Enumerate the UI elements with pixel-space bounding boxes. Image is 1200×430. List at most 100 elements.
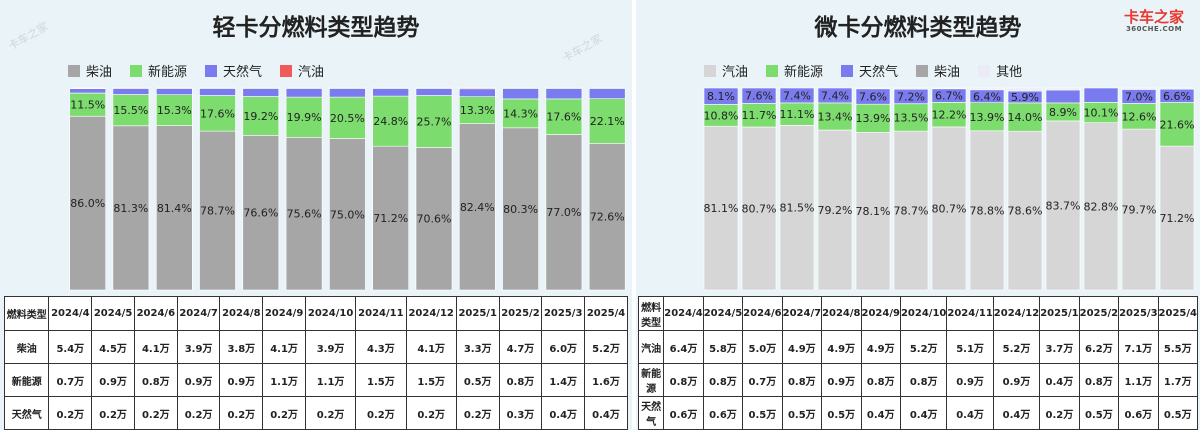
- micro-truck-data-label: 71.2%: [1160, 212, 1195, 225]
- micro-truck-data-label: 11.1%: [780, 108, 815, 121]
- table-cell: 0.2万: [1040, 397, 1079, 430]
- table-cell: 1.5万: [356, 364, 406, 397]
- table-cell: 0.4万: [542, 397, 585, 430]
- micro-truck-bar-其他: [1160, 88, 1194, 89]
- table-cell: 3.9万: [305, 331, 355, 364]
- light-truck-data-label: 72.6%: [590, 211, 625, 224]
- table-cell: 4.1万: [263, 331, 306, 364]
- table-cell: 6.4万: [664, 331, 703, 364]
- table-month-header: 2024/4: [664, 297, 703, 331]
- light-truck-bar-天然气: [589, 88, 625, 98]
- light-truck-data-label: 20.5%: [330, 112, 365, 125]
- table-month-header: 2024/9: [263, 297, 306, 331]
- table-month-header: 2024/5: [92, 297, 135, 331]
- table-cell: 0.4万: [861, 397, 900, 430]
- light-truck-bar-天然气: [243, 88, 279, 96]
- table-cell: 5.2万: [585, 331, 628, 364]
- micro-truck-data-label: 8.1%: [707, 90, 735, 103]
- table-cell: 1.4万: [542, 364, 585, 397]
- micro-truck-data-label: 81.1%: [704, 202, 739, 215]
- light-truck-data-label: 19.9%: [287, 111, 322, 124]
- light-truck-bar-汽油: [70, 88, 106, 89]
- table-cell: 0.6万: [703, 397, 742, 430]
- light-truck-data-label: 71.2%: [373, 212, 408, 225]
- micro-truck-bar-天然气: [1084, 88, 1118, 102]
- table-cell: 0.8万: [499, 364, 542, 397]
- micro-truck-data-label: 7.2%: [897, 91, 925, 104]
- micro-truck-bar-天然气: [1046, 90, 1080, 103]
- table-cell: 0.2万: [356, 397, 406, 430]
- table-month-header: 2024/11: [356, 297, 406, 331]
- table-cell: 0.2万: [305, 397, 355, 430]
- micro-truck-data-label: 78.6%: [1008, 205, 1043, 218]
- light-truck-data-label: 82.4%: [460, 201, 495, 214]
- light-truck-data-label: 24.8%: [373, 115, 408, 128]
- light-truck-data-label: 78.7%: [200, 205, 235, 218]
- table-cell: 0.8万: [703, 364, 742, 397]
- micro-truck-data-label: 6.7%: [935, 90, 963, 103]
- table-cell: 0.2万: [456, 397, 499, 430]
- table-cell: 1.7万: [1158, 364, 1197, 397]
- table-cell: 0.5万: [1158, 397, 1197, 430]
- table-cell: 0.9万: [947, 364, 993, 397]
- table-month-header: 2024/6: [743, 297, 782, 331]
- table-month-header: 2025/4: [1158, 297, 1197, 331]
- micro-truck-data-label: 7.6%: [745, 90, 773, 103]
- micro-truck-data-label: 78.8%: [970, 204, 1005, 217]
- micro-truck-data-label: 81.5%: [780, 202, 815, 215]
- table-cell: 4.9万: [782, 331, 821, 364]
- micro-truck-bar-其他: [1046, 88, 1080, 90]
- table-cell: 0.5万: [782, 397, 821, 430]
- light-truck-bar-天然气: [113, 88, 149, 94]
- table-cell: 0.7万: [49, 364, 92, 397]
- table-cell: 5.1万: [947, 331, 993, 364]
- table-cell: 0.2万: [92, 397, 135, 430]
- micro-truck-data-label: 78.7%: [894, 205, 929, 218]
- table-cell: 5.5万: [1158, 331, 1197, 364]
- micro-truck-data-label: 78.1%: [856, 205, 891, 218]
- table-month-header: 2024/4: [49, 297, 92, 331]
- light-truck-data-label: 25.7%: [417, 115, 452, 128]
- micro-truck-data-label: 79.2%: [818, 204, 853, 217]
- table-cell: 7.1万: [1119, 331, 1158, 364]
- table-header-cell: 燃料类型: [639, 297, 664, 331]
- table-row-label: 柴油: [5, 331, 49, 364]
- light-truck-data-label: 15.3%: [157, 104, 192, 117]
- light-truck-data-label: 70.6%: [417, 213, 452, 226]
- table-month-header: 2025/2: [1079, 297, 1118, 331]
- table-cell: 0.8万: [134, 364, 177, 397]
- table-cell: 0.5万: [743, 397, 782, 430]
- micro-truck-bar-其他: [1008, 88, 1042, 91]
- table-month-header: 2025/2: [499, 297, 542, 331]
- table-cell: 5.8万: [703, 331, 742, 364]
- table-cell: 0.9万: [993, 364, 1039, 397]
- light-truck-data-label: 75.0%: [330, 208, 365, 221]
- micro-truck-data-label: 5.9%: [1011, 91, 1039, 104]
- light-truck-panel: 轻卡分燃料类型趋势 柴油新能源天然气汽油 86.0%11.5%81.3%15.5…: [0, 0, 632, 429]
- table-cell: 5.2万: [993, 331, 1039, 364]
- table-cell: 1.6万: [585, 364, 628, 397]
- light-truck-data-label: 86.0%: [70, 197, 105, 210]
- table-month-header: 2025/1: [456, 297, 499, 331]
- table-month-header: 2025/4: [585, 297, 628, 331]
- table-cell: 3.3万: [456, 331, 499, 364]
- table-cell: 4.7万: [499, 331, 542, 364]
- table-cell: 3.9万: [177, 331, 220, 364]
- table-cell: 1.1万: [305, 364, 355, 397]
- micro-truck-data-label: 13.4%: [818, 111, 853, 124]
- micro-truck-data-label: 80.7%: [742, 203, 777, 216]
- table-month-header: 2024/12: [406, 297, 456, 331]
- micro-truck-panel: 微卡分燃料类型趋势 卡车之家 360CHE.COM 汽油新能源天然气柴油其他 8…: [636, 0, 1200, 429]
- micro-truck-bar-其他: [970, 88, 1004, 90]
- micro-truck-data-label: 12.6%: [1122, 110, 1157, 123]
- table-cell: 0.9万: [822, 364, 861, 397]
- micro-truck-data-label: 7.4%: [821, 90, 849, 103]
- micro-truck-data-label: 8.9%: [1049, 106, 1077, 119]
- micro-truck-data-label: 6.6%: [1163, 90, 1191, 103]
- micro-truck-data-label: 13.9%: [970, 111, 1005, 124]
- micro-truck-data-label: 14.0%: [1008, 111, 1043, 124]
